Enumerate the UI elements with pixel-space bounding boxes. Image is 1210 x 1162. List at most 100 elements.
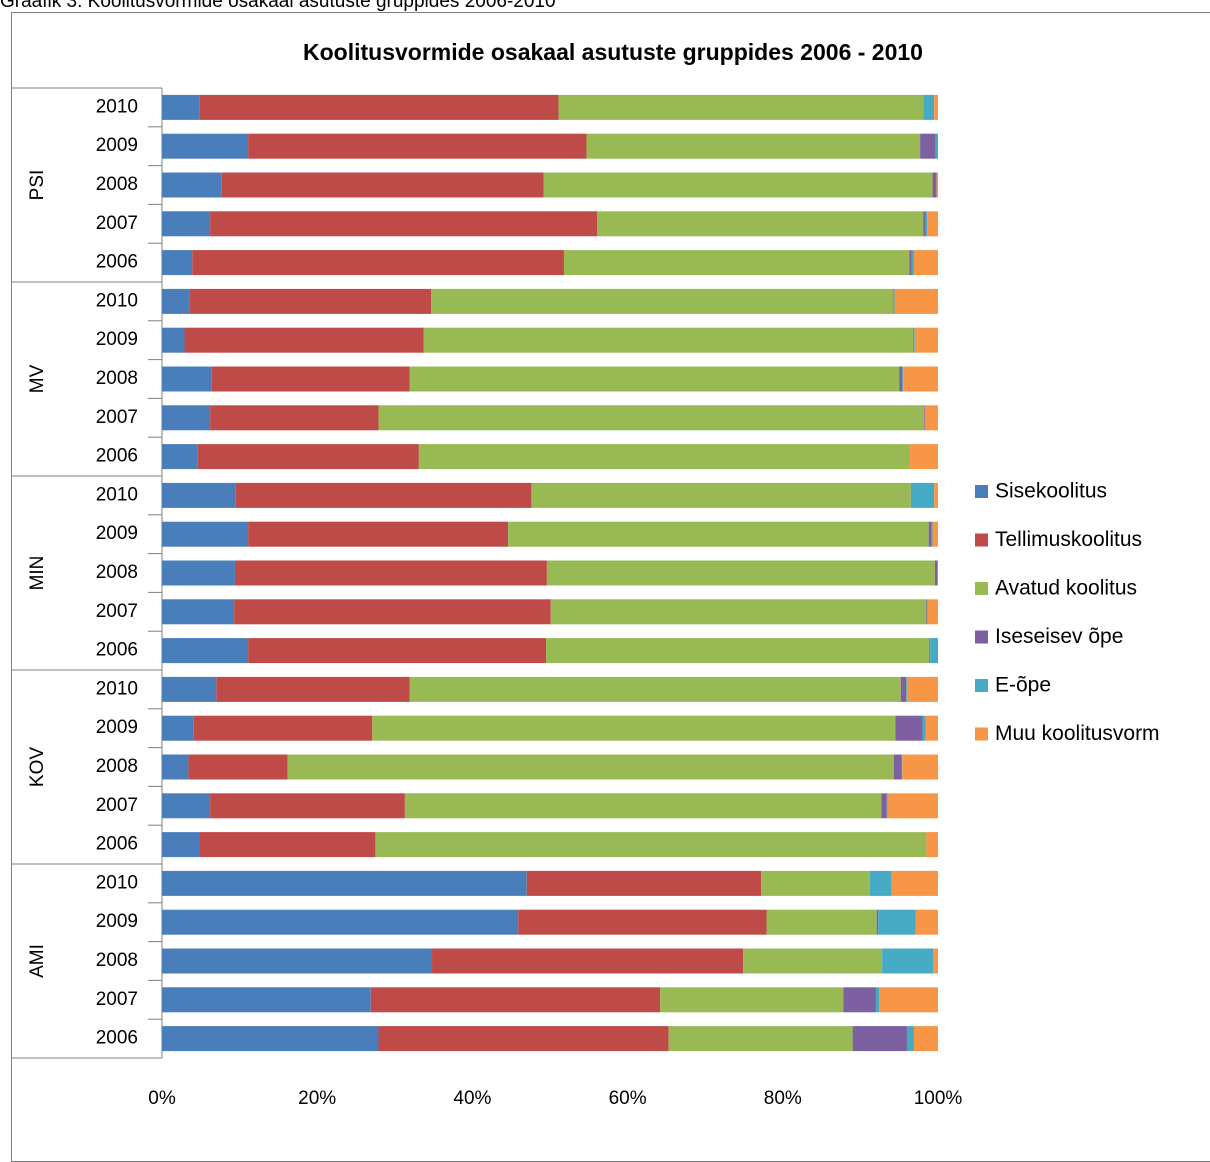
bar-segment-mv-2010-3 <box>431 288 893 314</box>
bar-segment-psi-2006-5 <box>911 250 914 276</box>
bar-segment-psi-2006-6 <box>913 250 938 276</box>
year-label: 2009 <box>96 717 138 738</box>
bar-segment-kov-2010-1 <box>162 676 217 702</box>
year-label: 2006 <box>96 1028 138 1049</box>
bar-segment-psi-2007-6 <box>927 211 938 237</box>
bar-segment-ami-2006-3 <box>668 1026 853 1052</box>
bar-segment-kov-2006-3 <box>375 832 927 858</box>
bar-segment-ami-2010-6 <box>891 870 938 896</box>
bar-segment-ami-2009-4 <box>876 909 879 935</box>
year-label: 2010 <box>96 872 138 893</box>
bar-segment-psi-2007-4 <box>923 211 926 237</box>
bar-segment-ami-2009-2 <box>518 909 767 935</box>
bar-segment-mv-2009-5 <box>913 327 915 353</box>
legend-label: E-õpe <box>995 674 1051 697</box>
bar-segment-ami-2006-6 <box>913 1026 938 1052</box>
bar-segment-mv-2007-4 <box>924 405 925 431</box>
bar-segment-mv-2007-1 <box>162 405 211 431</box>
bar-segment-ami-2009-3 <box>766 909 877 935</box>
bar-segment-kov-2010-3 <box>409 676 901 702</box>
bar-segment-min-2008-5 <box>937 560 938 586</box>
year-label: 2007 <box>96 213 138 234</box>
bar-segment-ami-2009-6 <box>915 909 938 935</box>
bar-segment-ami-2006-4 <box>852 1026 907 1052</box>
year-label: 2007 <box>96 601 138 622</box>
year-label: 2010 <box>96 484 138 505</box>
bar-segment-mv-2007-2 <box>210 405 379 431</box>
legend-swatch <box>975 582 988 595</box>
bar-segment-min-2007-1 <box>162 599 235 625</box>
year-label: 2010 <box>96 678 138 699</box>
bar-segment-psi-2009-2 <box>248 133 587 159</box>
bar-segment-kov-2009-3 <box>372 715 896 741</box>
category-axis: PSI 2010 2009 2008 2007 2006 MV 2010 2009 2008 200… <box>11 87 163 1059</box>
bar-segment-psi-2006-2 <box>192 250 564 276</box>
value-axis: 0% 20% 40% 60% 80% 100% <box>148 1088 962 1109</box>
group-label-min: MIN <box>27 556 48 591</box>
bar-segment-mv-2010-5 <box>892 288 895 314</box>
bar-segment-min-2009-2 <box>248 521 509 547</box>
bar-segment-ami-2008-5 <box>882 948 934 974</box>
bar-segment-min-2006-3 <box>546 638 930 664</box>
plot-area <box>162 94 938 1052</box>
legend-label: Sisekoolitus <box>995 480 1107 503</box>
year-label: 2010 <box>96 290 138 311</box>
bar-segment-mv-2010-1 <box>162 288 190 314</box>
bar-segment-min-2010-3 <box>531 482 911 508</box>
legend-label: Muu koolitusvorm <box>995 722 1160 745</box>
bar-segment-ami-2008-2 <box>432 948 744 974</box>
x-tick-label: 20% <box>298 1088 336 1109</box>
x-tick-label: 80% <box>764 1088 802 1109</box>
bar-segment-ami-2006-5 <box>906 1026 914 1052</box>
bar-segment-ami-2008-3 <box>743 948 883 974</box>
bar-segment-kov-2009-1 <box>162 715 194 741</box>
bar-segment-mv-2010-6 <box>894 288 938 314</box>
bar-segment-kov-2010-2 <box>216 676 410 702</box>
bar-segment-min-2007-6 <box>927 599 938 625</box>
bar-segment-min-2007-2 <box>234 599 551 625</box>
bar-segment-mv-2009-3 <box>423 327 914 353</box>
year-label: 2006 <box>96 640 138 661</box>
year-label: 2009 <box>96 135 138 156</box>
bar-segment-min-2007-4 <box>926 599 928 625</box>
bar-segment-mv-2009-1 <box>162 327 185 353</box>
bar-segment-kov-2007-2 <box>210 793 405 819</box>
x-tick-label: 60% <box>609 1088 647 1109</box>
bar-segment-ami-2010-1 <box>162 870 527 896</box>
bar-segment-mv-2007-3 <box>378 405 925 431</box>
year-label: 2007 <box>96 989 138 1010</box>
bar-segment-mv-2010-2 <box>189 288 432 314</box>
bar-segment-kov-2008-4 <box>893 754 902 780</box>
group-label-mv: MV <box>27 364 48 393</box>
year-label: 2006 <box>96 834 138 855</box>
year-label: 2007 <box>96 795 138 816</box>
bar-segment-kov-2007-4 <box>881 793 887 819</box>
bar-segment-mv-2008-6 <box>903 366 938 392</box>
legend-swatch <box>975 485 988 498</box>
group-label-ami: AMI <box>27 944 48 978</box>
bar-segment-kov-2008-1 <box>162 754 189 780</box>
bar-segment-psi-2006-4 <box>909 250 912 276</box>
legend-label: Iseseisev õpe <box>995 625 1123 648</box>
bar-segment-kov-2006-2 <box>200 832 376 858</box>
bar-segment-mv-2007-6 <box>924 405 938 431</box>
x-tick-label: 0% <box>148 1088 176 1109</box>
bar-segment-kov-2010-5 <box>906 676 907 702</box>
bar-segment-min-2009-4 <box>928 521 932 547</box>
bar-segment-ami-2009-5 <box>878 909 916 935</box>
bar-segment-kov-2009-5 <box>922 715 926 741</box>
legend-swatch <box>975 679 988 692</box>
bar-segment-psi-2007-5 <box>925 211 928 237</box>
bar-segment-mv-2008-3 <box>409 366 900 392</box>
x-tick-label: 100% <box>914 1088 963 1109</box>
legend: Sisekoolitus Tellimuskoolitus Avatud kooli… <box>975 480 1160 745</box>
legend-swatch <box>975 533 988 547</box>
bar-segment-mv-2006-1 <box>162 444 198 470</box>
bar-segment-psi-2009-4 <box>920 133 936 159</box>
bar-segment-kov-2009-2 <box>193 715 373 741</box>
bar-segment-ami-2007-1 <box>162 987 371 1013</box>
bar-segment-psi-2010-1 <box>162 94 200 120</box>
bar-segment-psi-2008-6 <box>936 172 938 198</box>
bar-segment-psi-2009-1 <box>162 133 249 159</box>
